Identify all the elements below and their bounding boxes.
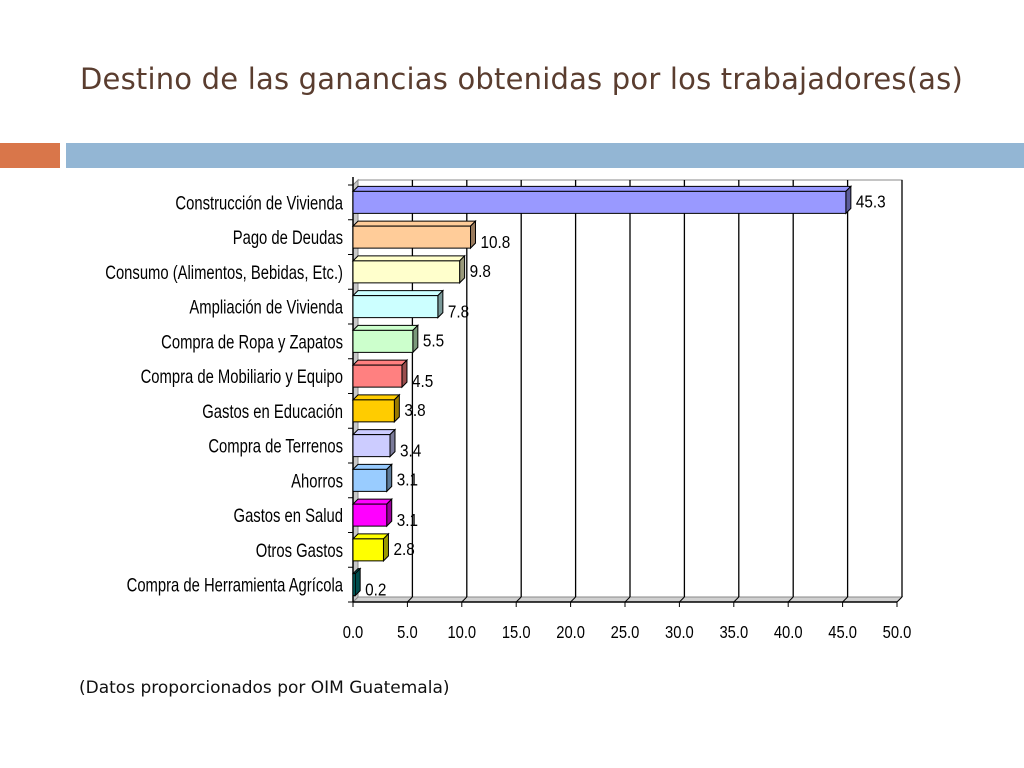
- x-tick-label: 0.0: [343, 623, 363, 643]
- bar: [352, 573, 356, 597]
- bar-side: [437, 289, 444, 319]
- gridline-floor: [787, 596, 794, 603]
- value-label: 0.2: [365, 579, 386, 599]
- gridline-floor: [679, 596, 685, 603]
- category-label: Ahorros: [291, 471, 343, 492]
- value-label: 2.8: [393, 539, 414, 559]
- bar: [352, 468, 388, 492]
- category-label: Pago de Deudas: [233, 227, 343, 248]
- category-label: Compra de Mobiliario y Equipo: [141, 366, 343, 387]
- bar-side: [470, 219, 477, 250]
- slide-title: Destino de las ganancias obtenidas por l…: [80, 62, 963, 96]
- bar-top: [351, 394, 401, 401]
- gridline-floor: [896, 596, 903, 603]
- value-label: 9.8: [470, 261, 491, 281]
- bar: [352, 364, 403, 388]
- value-label: 4.5: [412, 371, 433, 391]
- bar-side: [401, 358, 408, 389]
- bar-side: [389, 428, 396, 458]
- x-tick-label: 40.0: [774, 623, 803, 643]
- bar-top: [351, 498, 393, 505]
- bar: [352, 329, 414, 353]
- value-label: 10.8: [481, 232, 511, 252]
- bar-top: [351, 220, 477, 227]
- bar-top: [351, 185, 853, 192]
- bar-side: [845, 185, 852, 215]
- value-label: 3.1: [397, 469, 418, 489]
- bar: [352, 295, 439, 319]
- category-label: Compra de Ropa y Zapatos: [161, 332, 343, 353]
- bar-side: [382, 532, 389, 563]
- value-label: 45.3: [856, 191, 886, 211]
- value-label: 5.5: [423, 330, 444, 350]
- bar: [352, 260, 461, 284]
- category-label: Gastos en Educación: [202, 401, 343, 422]
- value-label: 3.1: [397, 510, 418, 530]
- bar-top: [351, 533, 390, 540]
- x-tick-label: 10.0: [447, 623, 476, 643]
- value-label: 3.4: [400, 440, 421, 460]
- bar-top: [351, 324, 420, 331]
- bar-side: [412, 324, 419, 354]
- category-label: Construcción de Vivienda: [175, 193, 343, 214]
- bar-top: [351, 463, 393, 470]
- bar-top: [351, 429, 397, 436]
- gridline-floor: [570, 596, 576, 603]
- value-label: 7.8: [448, 301, 469, 321]
- x-tick-label: 45.0: [828, 623, 857, 643]
- category-label: Otros Gastos: [256, 540, 343, 561]
- bar: [352, 503, 388, 527]
- bar-top: [351, 359, 409, 366]
- bar: [352, 399, 395, 423]
- gridline-floor: [461, 596, 468, 603]
- accent-bar-blue: [66, 143, 1024, 168]
- gridline-floor: [624, 596, 631, 603]
- x-tick-label: 50.0: [883, 623, 912, 643]
- source-footnote: (Datos proporcionados por OIM Guatemala): [79, 678, 450, 698]
- x-tick-label: 20.0: [556, 623, 585, 643]
- bar-side: [354, 567, 361, 597]
- x-tick-label: 15.0: [502, 623, 531, 643]
- x-tick-label: 25.0: [611, 623, 640, 643]
- gridline-floor: [407, 596, 413, 603]
- category-label: Ampliación de Vivienda: [189, 297, 343, 318]
- bar: [352, 225, 472, 249]
- bar-side: [393, 393, 400, 424]
- accent-bar-orange: [0, 143, 60, 168]
- bar-chart: 0.0 5.0 10.0 15.0 20.0 25.0 30.0 35.0 40.0 45.0 50…: [105, 177, 912, 643]
- x-tick-label: 35.0: [719, 623, 748, 643]
- gridline-floor: [515, 596, 522, 603]
- bar: [352, 190, 847, 214]
- gridline-floor: [842, 596, 848, 603]
- x-tick-label: 30.0: [665, 623, 694, 643]
- x-tick-label: 5.0: [397, 623, 417, 643]
- bar-side: [386, 497, 393, 528]
- category-label: Compra de Terrenos: [208, 436, 343, 457]
- category-label: Compra de Herramienta Agrícola: [127, 575, 344, 596]
- value-label: 3.8: [404, 400, 425, 420]
- category-label: Gastos en Salud: [234, 505, 343, 526]
- bar-side: [386, 463, 393, 493]
- bar-top: [351, 255, 466, 262]
- bar-side: [459, 254, 466, 285]
- gridline-floor: [733, 596, 740, 603]
- category-label: Consumo (Alimentos, Bebidas, Etc.): [105, 262, 343, 283]
- bar: [352, 538, 384, 562]
- bar: [352, 434, 391, 458]
- bar-top: [351, 290, 445, 297]
